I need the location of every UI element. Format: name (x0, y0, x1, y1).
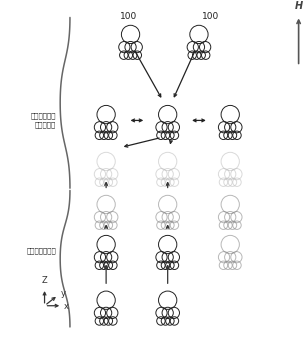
Text: 磁場方向の配列: 磁場方向の配列 (26, 247, 56, 254)
Text: x: x (64, 302, 69, 311)
Text: y: y (61, 288, 66, 298)
Text: 磁場に垂直な
面内の配列: 磁場に垂直な 面内の配列 (31, 113, 56, 128)
Text: H: H (294, 1, 303, 11)
Text: 100: 100 (120, 12, 137, 21)
Text: Z: Z (42, 276, 47, 285)
Text: 100: 100 (202, 12, 219, 21)
